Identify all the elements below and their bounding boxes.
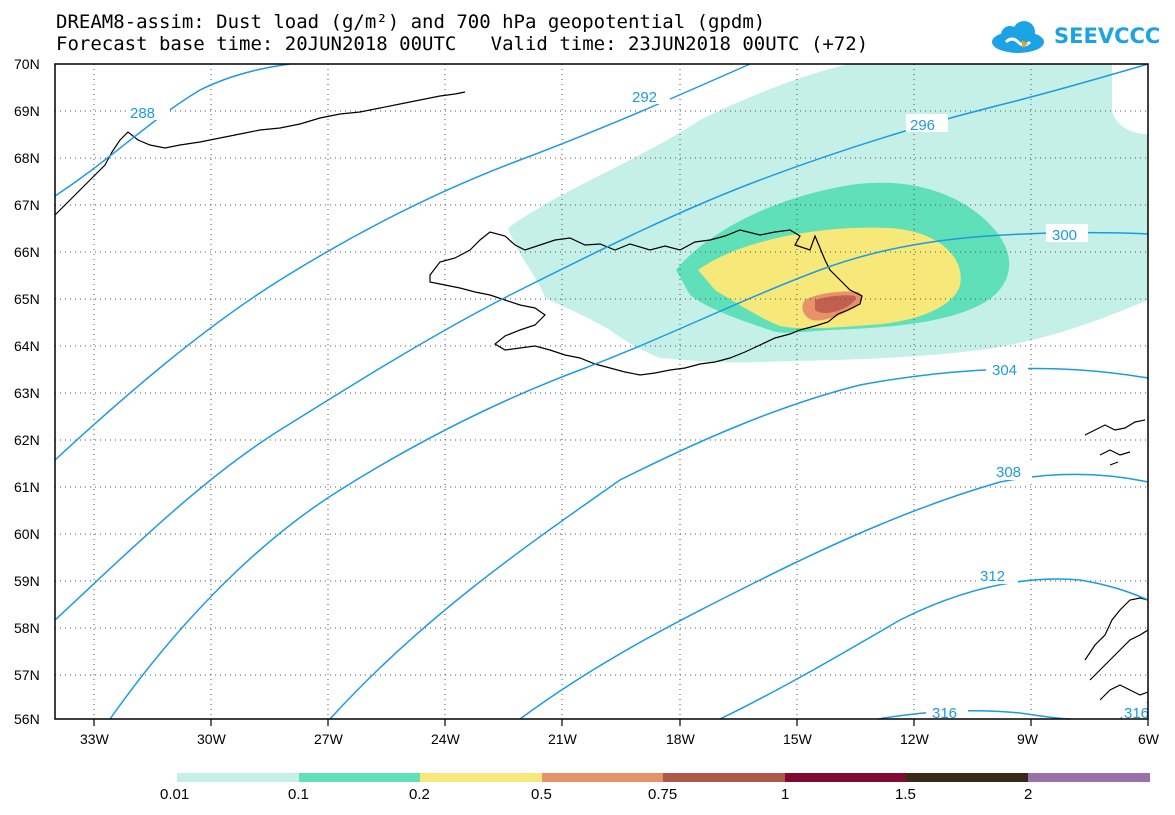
colorbar-label: 0.75 — [648, 786, 678, 803]
lon-label: 30W — [197, 731, 227, 747]
dust-shading — [508, 64, 1148, 363]
contour-312 — [719, 578, 1149, 720]
dust-band-0.2 — [698, 227, 961, 329]
lon-label: 18W — [666, 731, 696, 747]
cloud-icon — [992, 21, 1044, 53]
greenland-coast — [54, 91, 466, 216]
lon-label: 12W — [900, 731, 930, 747]
contour-304 — [329, 367, 1149, 720]
contour-308 — [519, 473, 1149, 720]
contour-292 — [54, 63, 751, 461]
lat-label: 56N — [14, 711, 40, 727]
scotland-coast — [1084, 597, 1149, 701]
lat-label: 61N — [14, 479, 40, 495]
lon-label: 24W — [431, 731, 461, 747]
colorbar-label: 0.5 — [531, 786, 552, 803]
contour-label-308: 308 — [996, 464, 1021, 481]
lon-label: 15W — [783, 731, 813, 747]
colorbar-swatch — [542, 773, 663, 782]
contour-316 — [877, 710, 1071, 720]
lat-label: 59N — [14, 573, 40, 589]
dust-gap-right — [1112, 64, 1148, 134]
lat-label: 62N — [14, 432, 40, 448]
lat-label: 63N — [14, 385, 40, 401]
contour-label-300: 300 — [1052, 227, 1077, 244]
colorbar-swatch — [420, 773, 542, 782]
colorbar-label: 0.1 — [288, 786, 309, 803]
faroe-coast — [1084, 419, 1146, 466]
colorbar-swatch — [1028, 773, 1150, 782]
dust-band-0.75 — [815, 295, 856, 313]
lon-label: 6W — [1138, 731, 1160, 747]
lat-label: 70N — [14, 56, 40, 72]
contour-label-316-edge: 316 — [1124, 705, 1149, 722]
contour-label-304: 304 — [992, 362, 1017, 379]
contour-label-292: 292 — [632, 89, 657, 106]
lat-label: 68N — [14, 150, 40, 166]
map-title: DREAM8-assim: Dust load (g/m²) and 700 h… — [56, 11, 766, 33]
lat-label: 57N — [14, 667, 40, 683]
colorbar-label: 1 — [781, 786, 790, 803]
coastlines — [54, 91, 1149, 701]
iceland-coast — [429, 229, 863, 376]
lat-label: 58N — [14, 620, 40, 636]
tick-marks — [93, 719, 1149, 726]
colorbar-label: 1.5 — [895, 786, 916, 803]
colorbar-swatch — [299, 773, 420, 782]
contour-label-296: 296 — [910, 117, 935, 134]
colorbar-label: 0.01 — [160, 786, 190, 803]
lat-label: 65N — [14, 291, 40, 307]
colorbar-label: 0.2 — [409, 786, 430, 803]
lon-label: 9W — [1017, 731, 1039, 747]
lat-label: 60N — [14, 526, 40, 542]
lat-label: 69N — [14, 103, 40, 119]
lon-label: 21W — [548, 731, 578, 747]
lat-label: 66N — [14, 244, 40, 260]
colorbar-swatch — [177, 773, 299, 782]
contour-label-288: 288 — [130, 105, 155, 122]
contour-300 — [109, 231, 1149, 720]
lat-label: 67N — [14, 197, 40, 213]
seevccc-logo — [992, 21, 1044, 53]
colorbar-swatch — [906, 773, 1028, 782]
contour-296 — [54, 63, 1149, 621]
colorbar-label: 2 — [1024, 786, 1033, 803]
lon-label: 33W — [80, 731, 110, 747]
colorbar-swatch — [785, 773, 906, 782]
lon-label: 27W — [314, 731, 344, 747]
contour-288 — [54, 63, 291, 197]
lat-label: 64N — [14, 338, 40, 354]
map-frame — [54, 63, 1149, 720]
forecast-time-subtitle: Forecast base time: 20JUN2018 00UTC Vali… — [56, 33, 869, 55]
contour-labels: 288 292 296 300 304 308 312 316 316 — [128, 86, 1149, 722]
contour-label-316: 316 — [932, 705, 957, 722]
longitude-labels: 33W 30W 27W 24W 21W 18W 15W 12W 9W 6W — [80, 731, 1160, 747]
logo-text: SEEVCCC — [1054, 24, 1161, 48]
colorbar-swatch — [663, 773, 785, 782]
latitude-labels: 70N 69N 68N 67N 66N 65N 64N 63N 62N 61N … — [14, 56, 40, 727]
contour-label-312: 312 — [980, 568, 1005, 585]
